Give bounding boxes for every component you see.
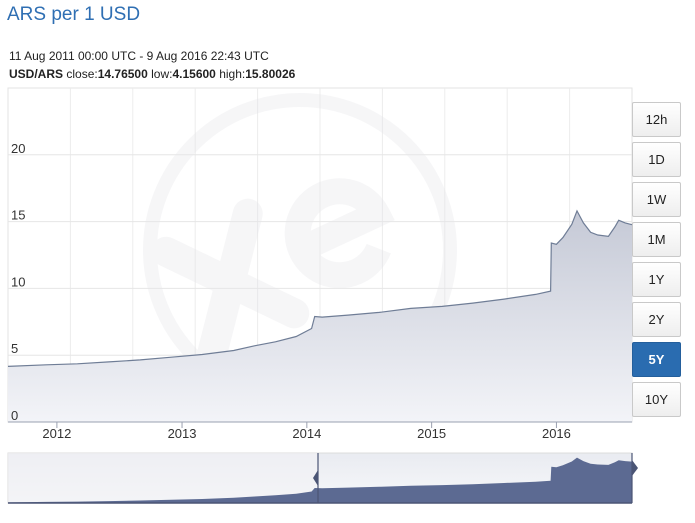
y-tick-label: 10 [11,274,25,289]
range-button-5y[interactable]: 5Y [632,342,681,377]
exchange-rate-chart[interactable]: 0 5 10 15 20 2012 2013 2014 2015 2016 [0,80,640,523]
stats-line: USD/ARS close:14.76500 low:4.15600 high:… [9,67,295,81]
xe-watermark-logo [143,93,457,407]
y-tick-label: 5 [11,341,18,356]
x-tick-label: 2013 [168,426,197,441]
navigator[interactable] [7,452,638,504]
navigator-outside-left [8,453,318,503]
y-tick-label: 20 [11,141,25,156]
low-value: 4.15600 [172,67,216,81]
y-tick-label: 0 [11,408,18,423]
range-button-1w[interactable]: 1W [632,182,681,217]
series-area [8,210,632,422]
y-axis-ticks: 0 5 10 15 20 [11,141,25,423]
range-buttons: 12h 1D 1W 1M 1Y 2Y 5Y 10Y [632,102,683,422]
close-label: close: [66,67,98,81]
currency-pair: USD/ARS [9,67,64,81]
close-value: 14.76500 [97,67,148,81]
x-tick-label: 2015 [417,426,446,441]
range-button-1m[interactable]: 1M [632,222,681,257]
series-line [7,209,633,367]
navigator-series [8,457,632,503]
low-label: low: [151,67,173,81]
navigator-left-arrow[interactable] [313,470,318,486]
range-button-2y[interactable]: 2Y [632,302,681,337]
range-button-12h[interactable]: 12h [632,102,681,137]
x-tick-label: 2012 [42,426,71,441]
range-button-10y[interactable]: 10Y [632,382,681,417]
y-tick-label: 15 [11,208,25,223]
high-label: high: [219,67,246,81]
x-tick-label: 2016 [542,426,571,441]
range-button-1y[interactable]: 1Y [632,262,681,297]
navigator-right-arrow[interactable] [632,460,638,476]
chart-title: ARS per 1 USD [7,4,141,25]
range-button-1d[interactable]: 1D [632,142,681,177]
x-axis-ticks: 2012 2013 2014 2015 2016 [8,421,632,441]
high-value: 15.80026 [245,67,296,81]
x-tick-label: 2014 [292,426,321,441]
date-range: 11 Aug 2011 00:00 UTC - 9 Aug 2016 22:43… [9,49,269,63]
